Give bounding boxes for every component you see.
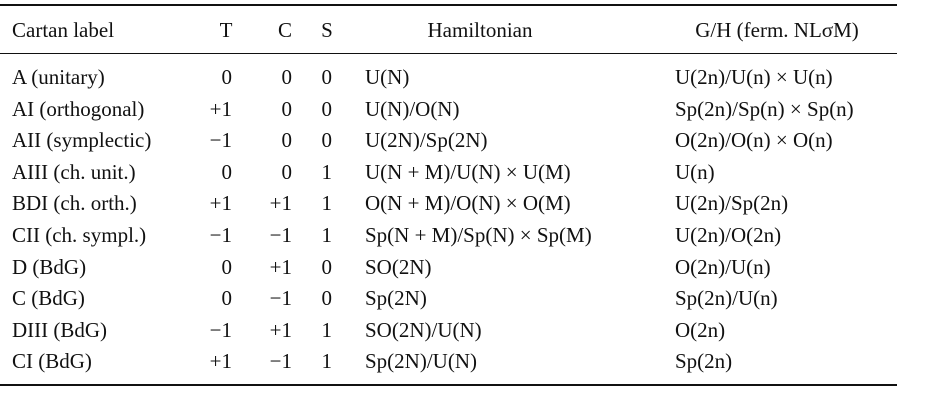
- table-cell: 0: [321, 254, 333, 279]
- table-cell: 1: [321, 159, 333, 184]
- table-cell: −1: [269, 223, 292, 247]
- table-cell: U(2n)/Sp(2n): [675, 191, 789, 216]
- table-cell: O(N + M)/O(N) × O(M): [365, 191, 571, 216]
- bottom-rule: [0, 384, 897, 386]
- table-cell: −1: [209, 317, 232, 342]
- table-cell: U(2n)/O(2n): [675, 223, 782, 247]
- table-cell: CII (ch. sympl.): [12, 223, 147, 247]
- table-cell: U(N): [365, 65, 410, 89]
- table-cell: 0: [321, 286, 333, 311]
- table-cell: 0: [281, 96, 293, 121]
- table-cell: A (unitary): [12, 65, 105, 89]
- table-cell: D (BdG): [12, 254, 87, 279]
- header-cell: G/H (ferm. NLσM): [695, 18, 859, 42]
- table-cell: O(2n)/U(n): [675, 254, 771, 279]
- table-cell: 0: [221, 159, 233, 184]
- table-cell: 1: [321, 191, 333, 216]
- table-cell: 0: [321, 65, 333, 89]
- header-cell: Cartan label: [12, 18, 115, 42]
- table-cell: Sp(2N): [365, 286, 427, 311]
- table-cell: −1: [269, 349, 292, 374]
- table-cell: SO(2N): [365, 254, 432, 279]
- table-cell: Sp(2n): [675, 349, 733, 374]
- table-cell: 0: [221, 65, 233, 89]
- table-cell: AI (orthogonal): [12, 96, 145, 121]
- table-cell: 0: [221, 254, 233, 279]
- table-cell: +1: [269, 254, 292, 279]
- table-cell: C (BdG): [12, 286, 85, 311]
- table-cell: 1: [321, 349, 333, 374]
- top-rule: [0, 4, 897, 6]
- table-cell: U(N)/O(N): [365, 96, 460, 121]
- table-cell: Sp(2n)/U(n): [675, 286, 778, 311]
- header-cell: C: [277, 18, 293, 42]
- table-cell: U(n): [675, 159, 715, 184]
- table-cell: Sp(2n)/Sp(n) × Sp(n): [675, 96, 854, 121]
- table-cell: 0: [281, 128, 293, 153]
- table-cell: 0: [281, 65, 293, 89]
- table-cell: SO(2N)/U(N): [365, 317, 482, 342]
- table-cell: U(2N)/Sp(2N): [365, 128, 488, 153]
- table-cell: 0: [221, 286, 233, 311]
- table-cell: 0: [281, 159, 293, 184]
- header-cell: T: [219, 18, 233, 42]
- table-cell: 1: [321, 223, 333, 247]
- table-cell: O(2n): [675, 317, 726, 342]
- header-cell: S: [321, 18, 333, 42]
- table-cell: U(2n)/U(n) × U(n): [675, 65, 833, 89]
- table-cell: 0: [321, 128, 333, 153]
- table-cell: DIII (BdG): [12, 317, 108, 342]
- table-cell: +1: [209, 191, 232, 216]
- table-cell: 0: [321, 96, 333, 121]
- table-cell: AII (symplectic): [12, 128, 152, 153]
- table-cell: −1: [269, 286, 292, 311]
- table-cell: +1: [209, 96, 232, 121]
- table-cell: BDI (ch. orth.): [12, 191, 137, 216]
- table-cell: CI (BdG): [12, 349, 92, 374]
- header-cell: Hamiltonian: [427, 18, 533, 42]
- table-cell: Sp(N + M)/Sp(N) × Sp(M): [365, 223, 592, 247]
- header-rule: [0, 53, 897, 54]
- table-cell: Sp(2N)/U(N): [365, 349, 477, 374]
- table-cell: O(2n)/O(n) × O(n): [675, 128, 833, 153]
- table-cell: +1: [209, 349, 232, 374]
- table-cell: +1: [269, 191, 292, 216]
- table-cell: −1: [209, 128, 232, 153]
- table-cell: +1: [269, 317, 292, 342]
- table-cell: U(N + M)/U(N) × U(M): [365, 159, 571, 184]
- table-cell: 1: [321, 317, 333, 342]
- table-cell: −1: [209, 223, 232, 247]
- table-cell: AIII (ch. unit.): [12, 159, 136, 184]
